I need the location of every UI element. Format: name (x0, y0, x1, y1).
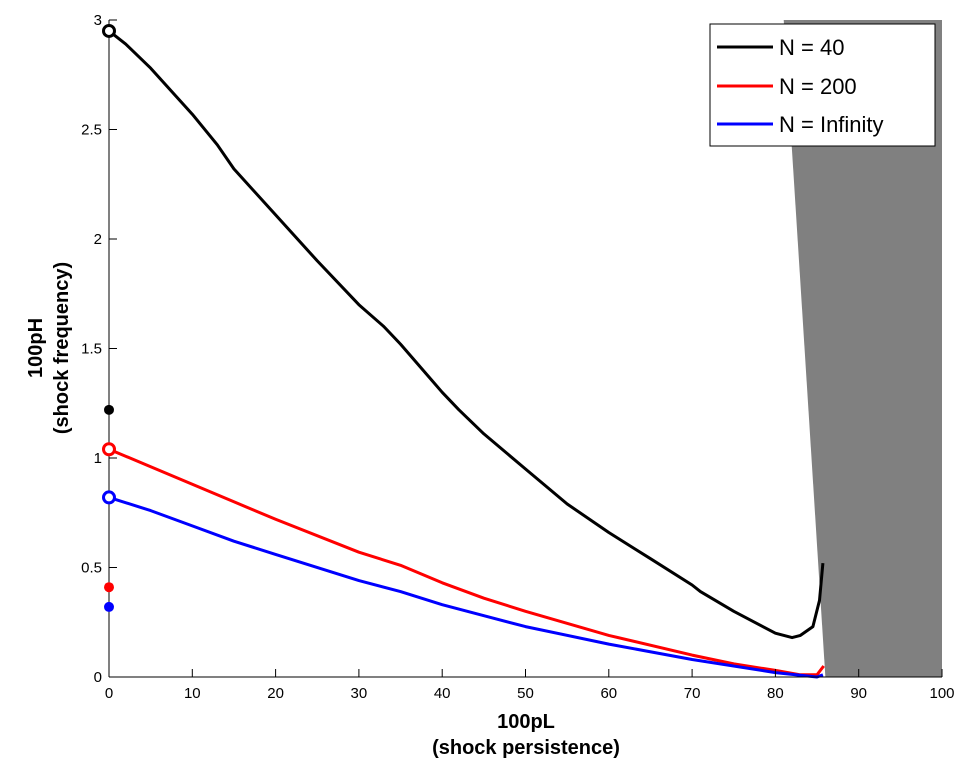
shaded-region-layer (783, 20, 942, 677)
filled-marker-0 (104, 404, 114, 415)
x-tick-label: 40 (434, 685, 451, 702)
legend: N = 40 N = 200 N = Infinity (709, 23, 936, 147)
x-tick-label: 60 (600, 685, 617, 702)
x-axis-title: 100pL (497, 711, 555, 733)
y-axis-subtitle: (shock frequency) (51, 262, 73, 434)
filled-marker-1 (104, 582, 114, 593)
series-line-2 (108, 495, 824, 679)
y-tick-label: 0.5 (81, 560, 102, 577)
x-axis-subtitle: (shock persistence) (432, 737, 620, 759)
y-tick-label: 2 (94, 231, 102, 248)
series-line-0 (108, 29, 825, 640)
y-tick-label: 3 (94, 12, 102, 29)
shaded-region (783, 20, 942, 677)
x-tick-label: 20 (267, 685, 284, 702)
x-tick-label: 70 (684, 685, 701, 702)
y-tick-label: 2.5 (81, 122, 102, 139)
x-tick-label: 90 (850, 685, 867, 702)
open-marker-1 (102, 442, 116, 457)
x-tick-label: 30 (351, 685, 368, 702)
y-tick-label: 0 (94, 669, 102, 686)
open-marker-0 (102, 23, 116, 38)
marker-layer (102, 23, 116, 612)
x-tick-label: 100 (929, 685, 954, 702)
open-marker-2 (102, 490, 116, 505)
series-layer (108, 29, 825, 679)
x-tick-label: 50 (517, 685, 534, 702)
y-tick-label: 1 (94, 450, 102, 467)
legend-label-n200: N = 200 (779, 74, 857, 99)
x-tick-label: 10 (184, 685, 201, 702)
legend-label-ninfinity: N = Infinity (779, 112, 884, 137)
y-tick-label: 1.5 (81, 341, 102, 358)
x-tick-label: 80 (767, 685, 784, 702)
y-axis-title: 100pH (25, 318, 47, 378)
x-tick-label: 0 (105, 685, 113, 702)
axes-layer: 0 10 20 30 40 50 60 70 80 90 100 0 0.5 1 1.5 2 2.5 3 (81, 12, 954, 702)
legend-label-n40: N = 40 (779, 35, 844, 60)
filled-marker-2 (104, 601, 114, 612)
series-line-1 (108, 447, 825, 677)
